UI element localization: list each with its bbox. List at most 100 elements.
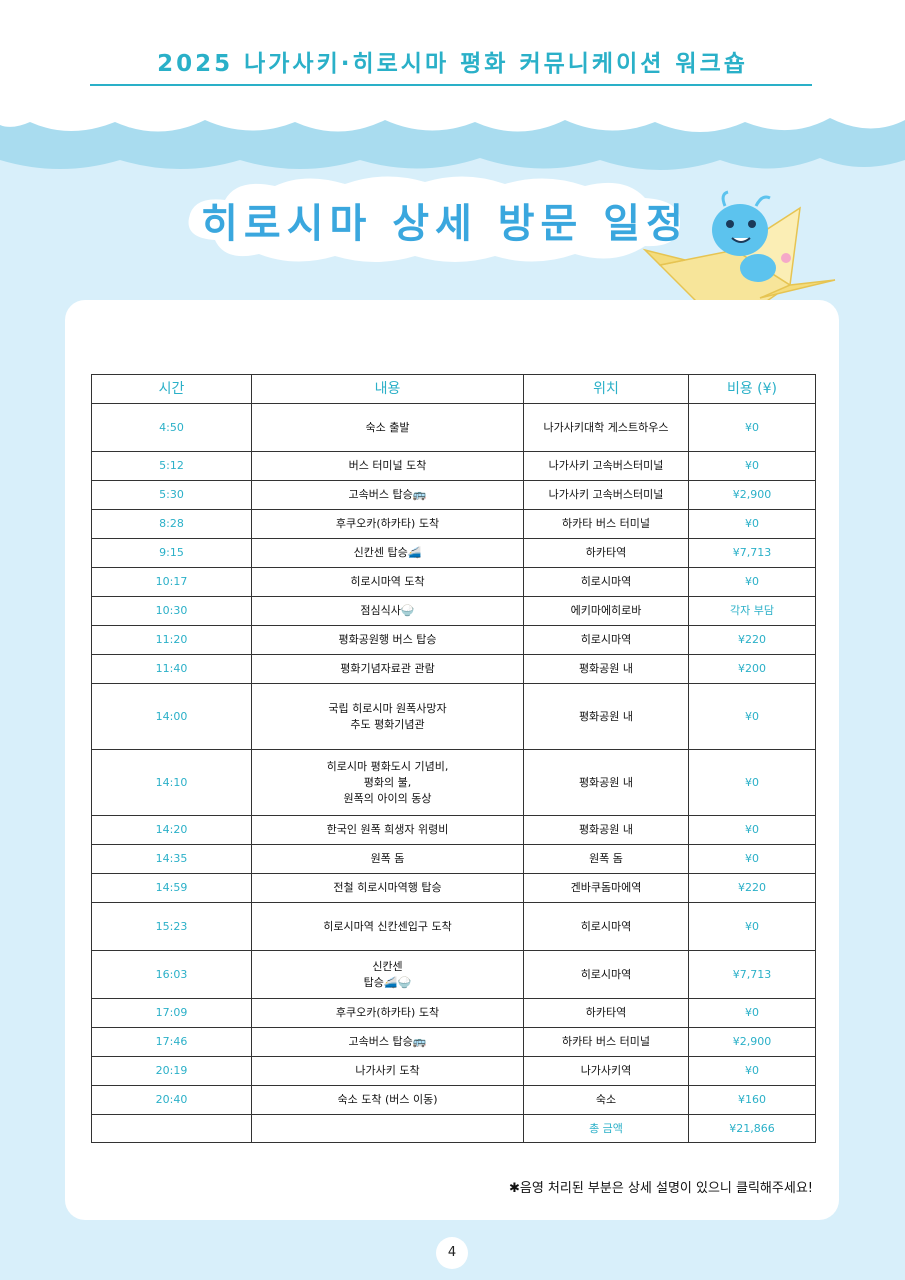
content-cell: 전철 히로시마역행 탑승 [251, 873, 524, 903]
cost-cell: ¥2,900 [688, 1027, 816, 1057]
place-cell: 겐바쿠돔마에역 [523, 873, 689, 903]
cost-cell: ¥0 [688, 451, 816, 481]
table-row[interactable]: 14:59 전철 히로시마역행 탑승 겐바쿠돔마에역 ¥220 [91, 873, 816, 903]
content-cell: 신칸센 탑승🚄 [251, 538, 524, 568]
time-cell: 17:46 [91, 1027, 252, 1057]
cost-cell: ¥0 [688, 815, 816, 845]
cloud-header-background [0, 0, 905, 200]
place-cell: 원폭 돔 [523, 844, 689, 874]
cost-cell: ¥0 [688, 844, 816, 874]
time-cell: 11:20 [91, 625, 252, 655]
cost-cell: ¥200 [688, 654, 816, 684]
cost-cell: ¥220 [688, 873, 816, 903]
content-cell: 버스 터미널 도착 [251, 451, 524, 481]
time-cell: 16:03 [91, 950, 252, 999]
time-cell: 8:28 [91, 509, 252, 539]
page-title: 히로시마 상세 방문 일정 [201, 201, 689, 247]
table-row[interactable]: 16:03 신칸센 탑승🚄🍚 히로시마역 ¥7,713 [91, 950, 816, 999]
place-cell: 에키마에히로바 [523, 596, 689, 626]
cost-cell: 각자 부담 [688, 596, 816, 626]
table-row[interactable]: 14:20 한국인 원폭 희생자 위령비 평화공원 내 ¥0 [91, 815, 816, 845]
table-row[interactable]: 4:50 숙소 출발 나가사키대학 게스트하우스 ¥0 [91, 403, 816, 452]
total-empty-cell [91, 1114, 252, 1143]
header-title: 2025 나가사키·히로시마 평화 커뮤니케이션 워크숍 [157, 51, 748, 77]
total-row: 총 금액 ¥21,866 [91, 1114, 816, 1143]
table-row[interactable]: 17:46 고속버스 탑승🚌 하카타 버스 터미널 ¥2,900 [91, 1027, 816, 1057]
place-cell: 히로시마역 [523, 950, 689, 999]
time-cell: 15:23 [91, 902, 252, 951]
content-cell: 숙소 도착 (버스 이동) [251, 1085, 524, 1115]
place-cell: 나가사키 고속버스터미널 [523, 480, 689, 510]
place-cell: 나가사키 고속버스터미널 [523, 451, 689, 481]
table-row[interactable]: 11:40 평화기념자료관 관람 평화공원 내 ¥200 [91, 654, 816, 684]
header-cost: 비용 (¥) [688, 374, 816, 404]
content-cell: 고속버스 탑승🚌 [251, 1027, 524, 1057]
table-row[interactable]: 10:30 점심식사🍚 에키마에히로바 각자 부담 [91, 596, 816, 626]
table-row[interactable]: 20:40 숙소 도착 (버스 이동) 숙소 ¥160 [91, 1085, 816, 1115]
table-row[interactable]: 5:12 버스 터미널 도착 나가사키 고속버스터미널 ¥0 [91, 451, 816, 481]
cost-cell: ¥7,713 [688, 950, 816, 999]
table-row[interactable]: 10:17 히로시마역 도착 히로시마역 ¥0 [91, 567, 816, 597]
cost-cell: ¥0 [688, 749, 816, 816]
content-cell: 히로시마역 도착 [251, 567, 524, 597]
time-cell: 14:00 [91, 683, 252, 750]
cost-cell: ¥0 [688, 567, 816, 597]
header-time: 시간 [91, 374, 252, 404]
time-cell: 10:30 [91, 596, 252, 626]
place-cell: 하카타 버스 터미널 [523, 1027, 689, 1057]
table-row[interactable]: 20:19 나가사키 도착 나가사키역 ¥0 [91, 1056, 816, 1086]
place-cell: 히로시마역 [523, 567, 689, 597]
content-cell: 숙소 출발 [251, 403, 524, 452]
title-cloud [188, 176, 680, 262]
table-row[interactable]: 14:00 국립 히로시마 원폭사망자 추도 평화기념관 평화공원 내 ¥0 [91, 683, 816, 750]
content-cell: 평화공원행 버스 탑승 [251, 625, 524, 655]
place-cell: 나가사키역 [523, 1056, 689, 1086]
time-cell: 14:20 [91, 815, 252, 845]
time-cell: 11:40 [91, 654, 252, 684]
table-row[interactable]: 8:28 후쿠오카(하카타) 도착 하카타 버스 터미널 ¥0 [91, 509, 816, 539]
footnote: ✱음영 처리된 부분은 상세 설명이 있으니 클릭해주세요! [508, 1181, 813, 1196]
mascot-crane-icon [642, 190, 836, 331]
time-cell: 14:59 [91, 873, 252, 903]
table-row[interactable]: 11:20 평화공원행 버스 탑승 히로시마역 ¥220 [91, 625, 816, 655]
content-cell: 평화기념자료관 관람 [251, 654, 524, 684]
time-cell: 14:35 [91, 844, 252, 874]
time-cell: 5:30 [91, 480, 252, 510]
content-cell: 한국인 원폭 희생자 위령비 [251, 815, 524, 845]
time-cell: 4:50 [91, 403, 252, 452]
content-cell: 신칸센 탑승🚄🍚 [251, 950, 524, 999]
header-place: 위치 [523, 374, 689, 404]
table-row[interactable]: 9:15 신칸센 탑승🚄 하카타역 ¥7,713 [91, 538, 816, 568]
content-cell: 히로시마 평화도시 기념비, 평화의 불, 원폭의 아이의 동상 [251, 749, 524, 816]
place-cell: 평화공원 내 [523, 815, 689, 845]
cost-cell: ¥160 [688, 1085, 816, 1115]
place-cell: 평화공원 내 [523, 683, 689, 750]
cost-cell: ¥7,713 [688, 538, 816, 568]
cost-cell: ¥0 [688, 509, 816, 539]
place-cell: 평화공원 내 [523, 654, 689, 684]
content-cell: 후쿠오카(하카타) 도착 [251, 998, 524, 1028]
content-cell: 국립 히로시마 원폭사망자 추도 평화기념관 [251, 683, 524, 750]
content-cell: 후쿠오카(하카타) 도착 [251, 509, 524, 539]
place-cell: 히로시마역 [523, 902, 689, 951]
table-row[interactable]: 14:10 히로시마 평화도시 기념비, 평화의 불, 원폭의 아이의 동상 평화공… [91, 749, 816, 816]
table-row[interactable]: 14:35 원폭 돔 원폭 돔 ¥0 [91, 844, 816, 874]
total-value: ¥21,866 [688, 1114, 816, 1143]
content-cell: 히로시마역 신칸센입구 도착 [251, 902, 524, 951]
cost-cell: ¥220 [688, 625, 816, 655]
content-cell: 나가사키 도착 [251, 1056, 524, 1086]
time-cell: 20:19 [91, 1056, 252, 1086]
table-row[interactable]: 15:23 히로시마역 신칸센입구 도착 히로시마역 ¥0 [91, 902, 816, 951]
time-cell: 17:09 [91, 998, 252, 1028]
table-header-row: 시간 내용 위치 비용 (¥) [91, 374, 816, 404]
place-cell: 히로시마역 [523, 625, 689, 655]
cost-cell: ¥2,900 [688, 480, 816, 510]
table-row[interactable]: 5:30 고속버스 탑승🚌 나가사키 고속버스터미널 ¥2,900 [91, 480, 816, 510]
table-row[interactable]: 17:09 후쿠오카(하카타) 도착 하카타역 ¥0 [91, 998, 816, 1028]
place-cell: 나가사키대학 게스트하우스 [523, 403, 689, 452]
cost-cell: ¥0 [688, 403, 816, 452]
header-divider [90, 84, 812, 86]
total-empty-cell [251, 1114, 524, 1143]
header-content: 내용 [251, 374, 524, 404]
cost-cell: ¥0 [688, 1056, 816, 1086]
